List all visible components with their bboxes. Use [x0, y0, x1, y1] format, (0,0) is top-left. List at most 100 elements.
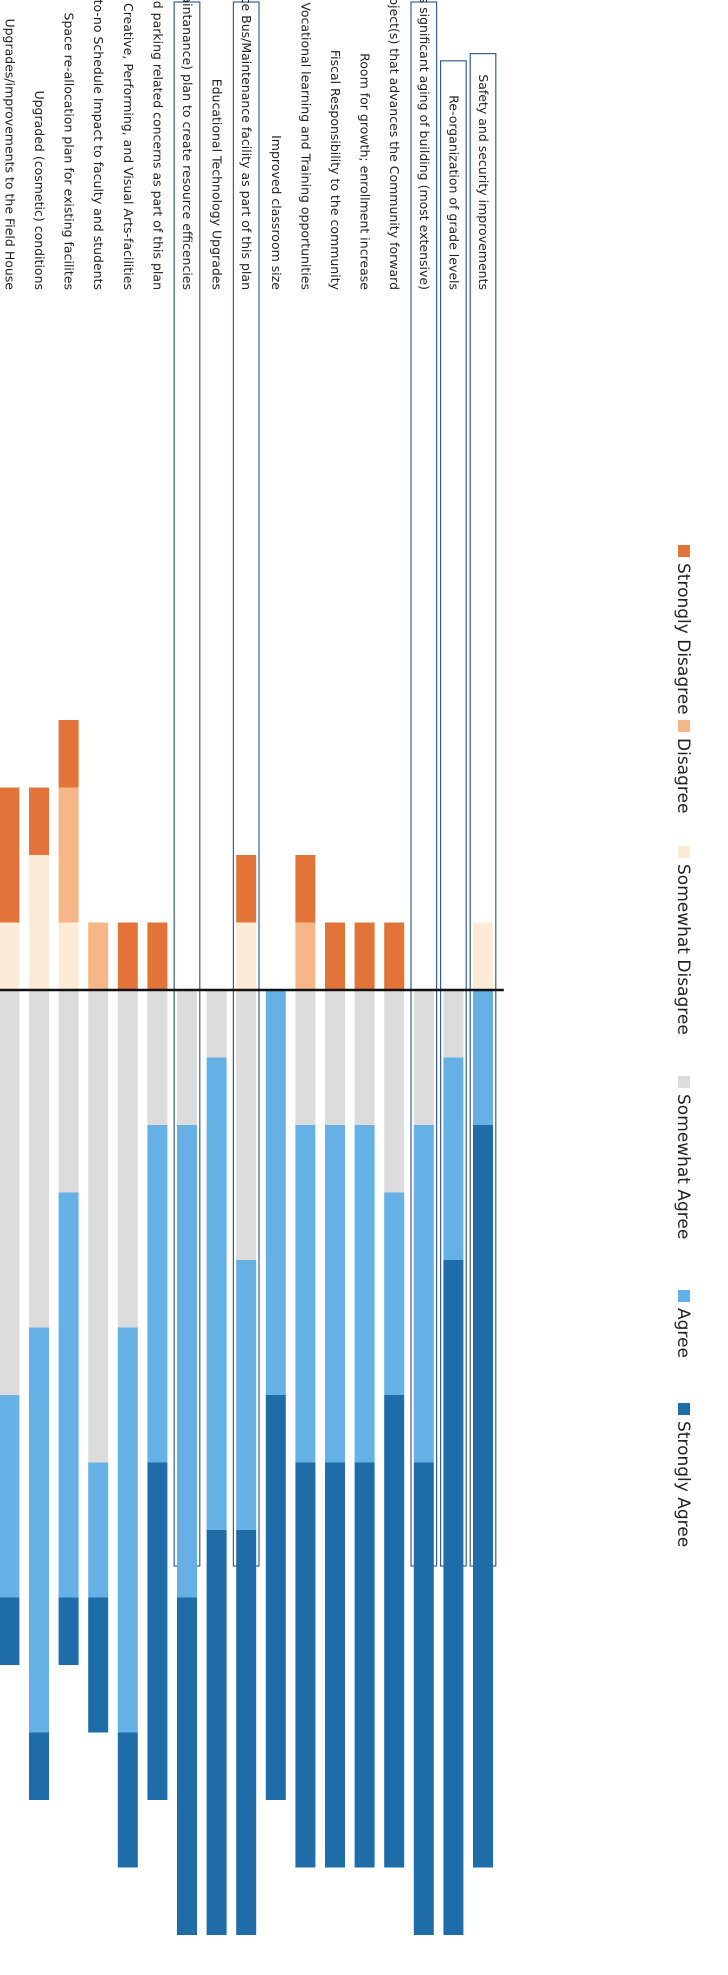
category-labels: Safety and security improvements Re-organ… [2, 0, 491, 291]
bar-somewhat-agree-4 [384, 990, 405, 1193]
bar-strongly-disagree-6 [325, 922, 345, 990]
bar-agree-14 [88, 1462, 109, 1598]
legend-swatch-disagree [678, 720, 690, 732]
bar-strongly-agree-15 [58, 1597, 79, 1665]
bar-somewhat-agree-10 [206, 990, 227, 1058]
legend-swatch-somewhat-disagree [678, 846, 690, 858]
bar-somewhat-agree-7 [295, 990, 316, 1125]
bar-agree-7 [295, 1125, 316, 1463]
bar-disagree-14 [88, 922, 109, 990]
legend-label-disagree: Disagree [673, 738, 693, 813]
bar-agree-5 [354, 1125, 375, 1463]
category-label-17: Upgrades/improvements to the Field House [2, 18, 17, 290]
bar-strongly-agree-6 [325, 1462, 345, 1868]
bar-strongly-disagree-16 [29, 787, 49, 855]
category-label-16: Upgraded (cosmetic) conditions [32, 90, 47, 290]
bar-somewhat-disagree-1 [473, 922, 493, 990]
bar-somewhat-disagree-9 [236, 922, 257, 990]
bar-strongly-disagree-15 [58, 720, 79, 788]
plot-area: Strongly Disagree Disagree Somewhat Disagr… [0, 0, 693, 1935]
bar-somewhat-agree-16 [29, 990, 49, 1328]
bar-strongly-agree-1 [473, 1125, 493, 1868]
bar-strongly-disagree-7 [295, 855, 316, 923]
bar-agree-3 [413, 1125, 434, 1463]
category-label-11: Financial Sustainability (facility Maint… [180, 0, 195, 290]
bar-strongly-disagree-9 [236, 855, 257, 923]
bar-strongly-disagree-5 [354, 922, 375, 990]
category-label-9: Replace Bus/Maintenance facility as part… [239, 0, 254, 290]
bar-somewhat-agree-6 [325, 990, 345, 1125]
bar-strongly-agree-3 [413, 1462, 434, 1935]
bar-disagree-15 [58, 787, 79, 923]
legend-swatch-somewhat-agree [678, 1076, 690, 1088]
category-label-7: Vocational learning and Training opportu… [298, 2, 313, 290]
bar-strongly-agree-8 [265, 1395, 286, 1800]
bar-strongly-disagree-17 [0, 787, 20, 923]
bar-somewhat-agree-13 [117, 990, 138, 1328]
category-label-13: Creative, Performing, and Visual Arts-fa… [121, 3, 136, 290]
bar-somewhat-disagree-16 [29, 855, 49, 990]
bar-strongly-agree-4 [384, 1395, 405, 1868]
bar-strongly-agree-11 [177, 1597, 197, 1935]
category-label-10: Educational Technology Upgrades [210, 79, 225, 290]
bar-agree-17 [0, 1395, 20, 1598]
bar-strongly-agree-10 [206, 1530, 227, 1935]
bar-somewhat-agree-15 [58, 990, 79, 1193]
bar-agree-12 [147, 1125, 168, 1463]
bar-strongly-agree-12 [147, 1462, 168, 1800]
bar-agree-10 [206, 1057, 227, 1530]
bar-agree-11 [177, 1125, 197, 1598]
bar-somewhat-agree-11 [177, 990, 197, 1125]
bar-agree-15 [58, 1192, 79, 1598]
bar-agree-16 [29, 1327, 49, 1733]
bar-disagree-7 [295, 922, 316, 990]
bar-somewhat-disagree-15 [58, 922, 79, 990]
bar-agree-1 [473, 990, 493, 1125]
category-label-12: Traffic and parking related concerns as … [150, 0, 165, 290]
bar-agree-4 [384, 1192, 405, 1395]
category-label-1: Safety and security improvements [476, 74, 491, 290]
bar-agree-13 [117, 1327, 138, 1733]
legend-label-somewhat-agree: Somewhat Agree [673, 1094, 693, 1239]
bar-somewhat-agree-12 [147, 990, 168, 1125]
bar-agree-2 [443, 1057, 464, 1260]
category-label-15: Space re-allocation plan for existing fa… [62, 13, 77, 290]
bar-somewhat-agree-2 [443, 990, 464, 1058]
legend-label-agree: Agree [673, 1308, 693, 1358]
bar-strongly-agree-2 [443, 1260, 464, 1935]
bar-somewhat-agree-3 [413, 990, 434, 1125]
category-label-3: Address significant aging of building (m… [417, 0, 432, 290]
bar-somewhat-agree-5 [354, 990, 375, 1125]
bar-strongly-agree-14 [88, 1597, 109, 1733]
bar-somewhat-disagree-17 [0, 922, 20, 990]
category-label-5: Room for growth; enrollment increase [358, 53, 373, 290]
bar-strongly-agree-13 [117, 1732, 138, 1868]
bar-strongly-agree-17 [0, 1597, 20, 1665]
bar-strongly-disagree-4 [384, 922, 405, 990]
legend-label-strongly-disagree: Strongly Disagree [673, 563, 693, 715]
legend-label-somewhat-disagree: Somewhat Disagree [673, 864, 693, 1035]
category-label-4: A project(s) that advances the Community… [387, 0, 402, 290]
legend-label-strongly-agree: Strongly Agree [673, 1421, 693, 1547]
bar-somewhat-agree-14 [88, 990, 109, 1463]
category-label-2: Re-organization of grade levels [446, 95, 461, 290]
legend-swatch-agree [678, 1290, 690, 1302]
category-label-8: Improved classroom size [269, 135, 284, 290]
bar-strongly-agree-7 [295, 1462, 316, 1868]
category-label-14: Little-to-no Schedule Impact to faculty … [91, 0, 106, 290]
bar-strongly-agree-5 [354, 1462, 375, 1868]
bar-strongly-agree-9 [236, 1530, 257, 1935]
legend-swatch-strongly-disagree [678, 545, 690, 557]
bar-somewhat-agree-9 [236, 990, 257, 1260]
legend: Strongly Disagree Disagree Somewhat Disagr… [673, 545, 693, 1547]
bar-agree-6 [325, 1125, 345, 1463]
legend-swatch-strongly-agree [678, 1403, 690, 1415]
category-label-6: Fiscal Responsibility to the community [328, 50, 343, 291]
bar-strongly-agree-16 [29, 1732, 49, 1800]
bar-strongly-disagree-13 [117, 922, 138, 990]
bars [0, 720, 493, 1935]
bar-strongly-disagree-12 [147, 922, 168, 990]
bar-somewhat-agree-17 [0, 990, 20, 1395]
bar-agree-8 [265, 990, 286, 1395]
